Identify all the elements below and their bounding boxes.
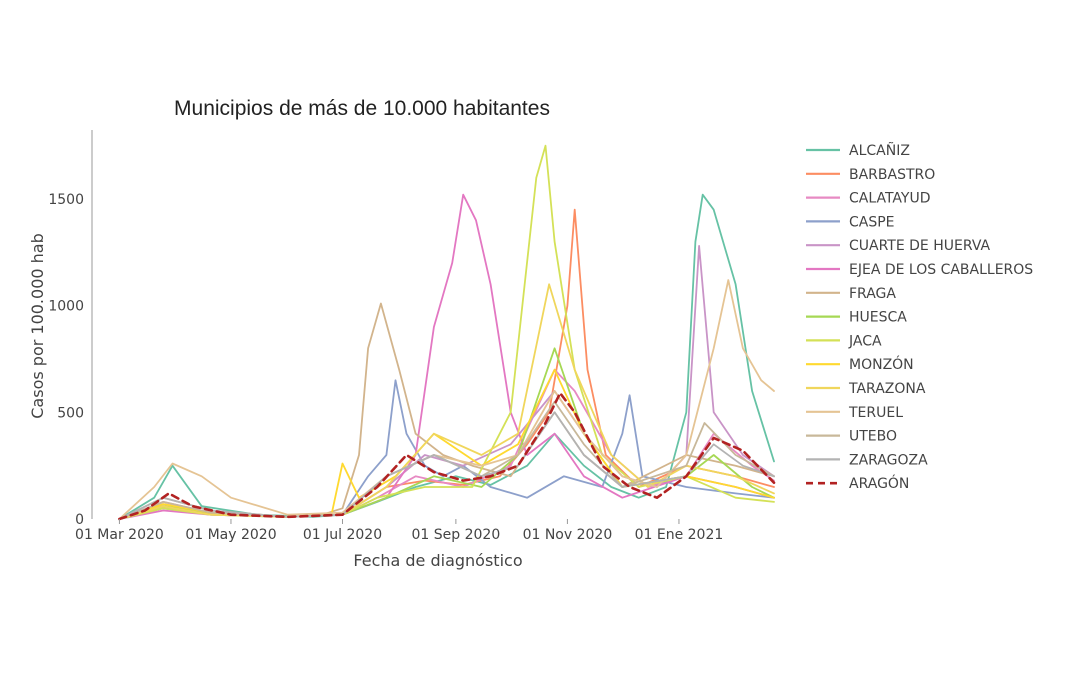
- legend-item-label: ZARAGOZA: [849, 452, 928, 468]
- legend-item-label: MONZÓN: [849, 355, 914, 373]
- series-line-14: [118, 391, 776, 521]
- legend-item-label: TERUEL: [848, 405, 903, 421]
- y-tick-label: 1000: [48, 299, 84, 315]
- series-line-1: [118, 208, 775, 520]
- series-line-8: [118, 144, 775, 520]
- legend-item-label: CUARTE DE HUERVA: [849, 238, 990, 254]
- x-axis-label: Fecha de diagnóstico: [353, 551, 522, 570]
- y-tick-label: 1500: [48, 192, 84, 208]
- series-line-12: [118, 400, 775, 520]
- legend: ALCAÑIZ BARBASTRO CALATAYUD CASPE CUARTE DE …: [806, 142, 1033, 492]
- plot-area: [118, 144, 776, 521]
- legend-item-label: JACA: [848, 333, 882, 349]
- x-tick-label: 01 Mar 2020: [75, 527, 164, 543]
- series-line-7: [118, 347, 775, 520]
- legend-item-label: ARAGÓN: [849, 474, 909, 492]
- legend-item-label: BARBASTRO: [849, 167, 935, 183]
- x-tick-label: 01 Jul 2020: [303, 527, 382, 543]
- chart-title: Municipios de más de 10.000 habitantes: [174, 97, 550, 120]
- y-axis-label: Casos por 100.000 hab: [28, 233, 47, 418]
- legend-item-label: ALCAÑIZ: [849, 142, 910, 159]
- y-axis: 0 500 1000 1500: [48, 192, 84, 528]
- legend-item-label: UTEBO: [849, 429, 897, 445]
- legend-item-label: CALATAYUD: [849, 191, 931, 207]
- x-tick-label: 01 May 2020: [185, 527, 276, 543]
- y-tick-label: 500: [57, 405, 84, 421]
- legend-item-label: CASPE: [849, 214, 895, 230]
- legend-item-label: FRAGA: [849, 286, 896, 302]
- legend-item-label: HUESCA: [849, 310, 907, 326]
- y-tick-label: 0: [75, 512, 84, 528]
- x-tick-label: 01 Sep 2020: [412, 527, 501, 543]
- legend-item-label: EJEA DE LOS CABALLEROS: [849, 262, 1033, 278]
- series-line-2: [118, 368, 775, 520]
- x-axis: 01 Mar 2020 01 May 2020 01 Jul 2020 01 Sep …: [75, 519, 723, 543]
- series-line-9: [118, 368, 775, 520]
- x-tick-label: 01 Nov 2020: [523, 527, 613, 543]
- legend-item-label: TARAZONA: [848, 381, 926, 397]
- x-tick-label: 01 Ene 2021: [635, 527, 724, 543]
- series-line-13: [118, 411, 775, 520]
